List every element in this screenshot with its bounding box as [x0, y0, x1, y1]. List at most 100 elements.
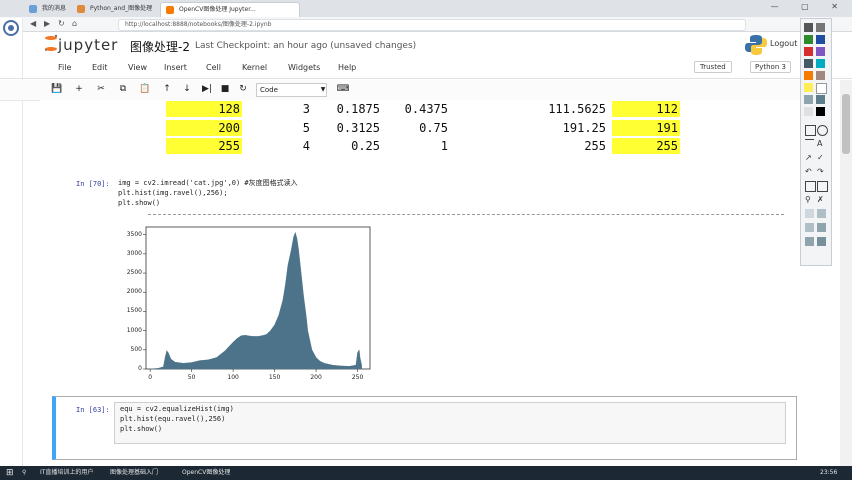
- notebook-title[interactable]: 图像处理-2: [130, 40, 190, 54]
- code-line[interactable]: plt.show(): [118, 199, 161, 207]
- taskbar-item[interactable]: OpenCV图像处理: [182, 469, 231, 476]
- color-orange-icon[interactable]: [804, 71, 813, 80]
- vertical-scrollbar[interactable]: [840, 80, 852, 466]
- check-tool-icon[interactable]: ✓: [817, 153, 824, 162]
- refresh-icon[interactable]: ↻: [58, 19, 65, 28]
- browser-logo-icon[interactable]: [1, 18, 23, 38]
- checkpoint-status: Last Checkpoint: an hour ago (unsaved ch…: [195, 41, 417, 51]
- cut-icon[interactable]: ✂: [97, 84, 105, 94]
- menu-cell[interactable]: Cell: [206, 63, 221, 72]
- menu-widgets[interactable]: Widgets: [288, 63, 321, 72]
- capture-icon[interactable]: [805, 223, 814, 232]
- taskbar-item[interactable]: 图像处理基础入门: [110, 469, 159, 476]
- stop-icon[interactable]: ■: [220, 84, 230, 94]
- tab-label: 我的消息: [42, 5, 67, 12]
- keyboard-icon[interactable]: ⌨: [336, 84, 350, 94]
- copy-icon[interactable]: ⧉: [119, 84, 127, 94]
- pen-tool-icon[interactable]: [804, 23, 813, 32]
- color-red-icon[interactable]: [804, 47, 813, 56]
- color-white-icon[interactable]: [816, 83, 827, 94]
- zoom-icon[interactable]: ⚲: [805, 195, 811, 204]
- x-tick-label: 250: [352, 374, 364, 381]
- tab-label: Python_and_图像处理: [90, 5, 153, 12]
- copy-page-icon[interactable]: [817, 181, 828, 192]
- save-icon[interactable]: 💾: [51, 84, 63, 94]
- color-slate-icon[interactable]: [804, 59, 813, 68]
- grid-icon[interactable]: [817, 209, 826, 218]
- color-cyan-icon[interactable]: [816, 59, 825, 68]
- code-line[interactable]: equ = cv2.equalizeHist(img): [120, 405, 234, 413]
- line-tool-icon[interactable]: [805, 139, 814, 149]
- window-controls[interactable]: — ▢ ✕: [770, 2, 848, 11]
- cell-type-select[interactable]: Code: [256, 83, 327, 97]
- code-line[interactable]: plt.show(): [120, 425, 163, 433]
- color-green-icon[interactable]: [804, 35, 813, 44]
- arrow-up-icon[interactable]: ↑: [163, 84, 171, 94]
- browser-tab-2[interactable]: Python_and_图像处理: [72, 2, 172, 16]
- color-purple-icon[interactable]: [816, 47, 825, 56]
- arrow-tool-icon[interactable]: ↗: [805, 153, 812, 162]
- menu-edit[interactable]: Edit: [92, 63, 108, 72]
- color-lightgray-icon[interactable]: [804, 107, 813, 116]
- x-tick-label: 150: [269, 374, 281, 381]
- code-line[interactable]: plt.hist(equ.ravel(),256): [120, 415, 226, 423]
- kernel-indicator[interactable]: Python 3: [750, 61, 791, 73]
- table-cell: 128: [166, 101, 242, 117]
- table-cell: 0.4375: [404, 102, 448, 116]
- logout-button[interactable]: Logout: [770, 39, 798, 48]
- taskbar-item[interactable]: IT直播培训上的用户: [40, 469, 94, 476]
- browser-tab-3-active[interactable]: OpenCV图像处理 Jupyter...: [160, 2, 300, 17]
- histogram-series: [150, 231, 362, 370]
- scrollbar-thumb[interactable]: [842, 94, 850, 154]
- settings-icon[interactable]: [817, 223, 826, 232]
- menu-view[interactable]: View: [128, 63, 147, 72]
- color-yellow-icon[interactable]: [804, 83, 813, 92]
- table-cell: 0.25: [351, 139, 380, 153]
- text-tool-icon[interactable]: A: [817, 139, 823, 148]
- undo-icon[interactable]: ↶: [805, 167, 812, 176]
- redo-icon[interactable]: ↷: [817, 167, 824, 176]
- menu-insert[interactable]: Insert: [164, 63, 187, 72]
- color-brown-icon[interactable]: [816, 71, 825, 80]
- eraser-icon[interactable]: [816, 23, 825, 32]
- trusted-indicator[interactable]: Trusted: [694, 61, 732, 73]
- home-icon[interactable]: ⌂: [72, 19, 78, 28]
- y-tick-label: 1500: [126, 307, 142, 315]
- menu-help[interactable]: Help: [338, 63, 357, 72]
- forward-icon[interactable]: ▶: [44, 19, 51, 28]
- windows-taskbar: [0, 466, 852, 480]
- ellipse-tool-icon[interactable]: [817, 125, 828, 136]
- arrow-down-icon[interactable]: ↓: [183, 84, 191, 94]
- paste-icon[interactable]: 📋: [139, 84, 151, 94]
- back-icon[interactable]: ◀: [30, 19, 37, 28]
- color-gray-icon[interactable]: [804, 95, 813, 104]
- y-tick-label: 500: [130, 345, 142, 353]
- step-forward-icon[interactable]: ▶|: [202, 84, 212, 94]
- jupyter-logo-icon[interactable]: [44, 34, 96, 52]
- save-drawing-icon[interactable]: [805, 237, 814, 246]
- color-blue-icon[interactable]: [816, 35, 825, 44]
- left-sidebar: [0, 18, 23, 466]
- page-icon[interactable]: [805, 181, 816, 192]
- browser-tab-strip: 我的消息 Python_and_图像处理 OpenCV图像处理 Jupyter.…: [0, 0, 852, 18]
- clear-icon[interactable]: ✗: [817, 195, 824, 204]
- close-toolbar-icon[interactable]: [817, 237, 826, 246]
- start-menu-icon[interactable]: ⊞: [6, 468, 14, 478]
- url-field[interactable]: http://localhost:8888/notebooks/图像处理-2.i…: [118, 19, 746, 31]
- layer-icon[interactable]: [805, 209, 814, 218]
- search-icon[interactable]: ⚲: [22, 469, 27, 476]
- code-editor[interactable]: [114, 402, 786, 444]
- refresh-icon[interactable]: ↻: [239, 84, 247, 94]
- chevron-down-icon[interactable]: ▼: [320, 86, 326, 93]
- menu-kernel[interactable]: Kernel: [242, 63, 268, 72]
- code-line[interactable]: plt.hist(img.ravel(),256);: [118, 189, 228, 197]
- plus-icon[interactable]: +: [75, 84, 83, 94]
- menu-file[interactable]: File: [58, 63, 72, 72]
- code-line[interactable]: img = cv2.imread('cat.jpg',0) #灰度图格式读入: [118, 179, 298, 187]
- browser-tab-1[interactable]: 我的消息: [24, 2, 88, 16]
- rect-tool-icon[interactable]: [805, 125, 816, 136]
- color-black-icon[interactable]: [816, 107, 825, 116]
- color-bluegray-icon[interactable]: [816, 95, 825, 104]
- tab-favicon-icon: [77, 5, 85, 13]
- menubar: [0, 58, 852, 79]
